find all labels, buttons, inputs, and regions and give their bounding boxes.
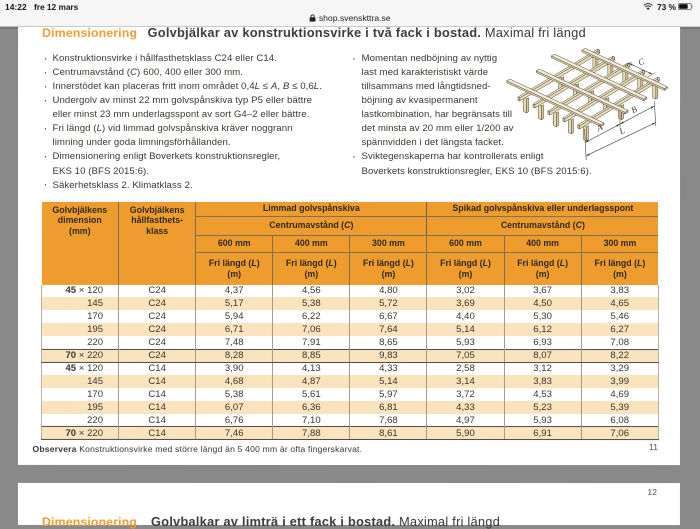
svg-text:C: C [637,56,646,68]
svg-text:B: B [629,104,639,116]
svg-text:L: L [617,125,627,137]
